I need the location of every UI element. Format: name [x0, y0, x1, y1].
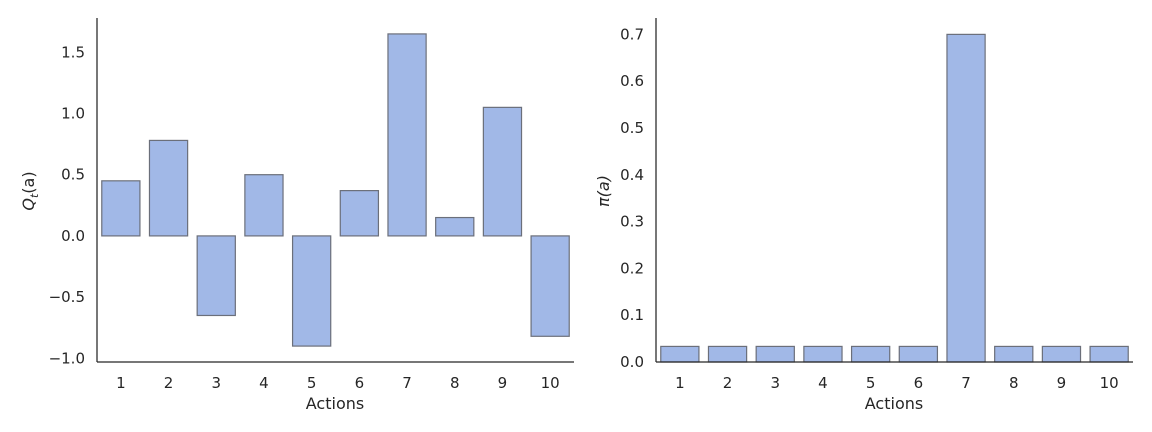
policy-y-tick-label: 0.3 [620, 213, 644, 231]
q-values-x-tick-label-8: 8 [450, 374, 460, 392]
policy-chart: 0.0 0.1 0.2 0.3 0.4 0.5 0.6 0.7 1 2 3 4 5 6 7 8 9 10 Act… [594, 18, 1133, 413]
q-values-bar-9 [482, 106, 523, 237]
q-values-y-tick-label: 0.5 [61, 166, 85, 184]
policy-x-axis-title: Actions [865, 394, 923, 413]
policy-x-ticks: 1 2 3 4 5 6 7 8 9 10 [675, 374, 1119, 392]
policy-x-tick-label-6: 6 [914, 374, 924, 392]
policy-x-tick-label-9: 9 [1057, 374, 1067, 392]
q-values-bars [101, 33, 570, 347]
policy-bar-6 [898, 345, 939, 363]
policy-bar-10 [1089, 345, 1129, 363]
policy-y-tick-label: 0.1 [620, 306, 644, 324]
policy-bar-8 [994, 345, 1034, 363]
q-values-y-ticks: −1.0 −0.5 0.0 0.5 1.0 1.5 [49, 43, 85, 367]
q-values-x-tick-label-2: 2 [164, 374, 174, 392]
q-values-bar-6 [339, 190, 380, 237]
q-values-y-axis-title-subscript: t [28, 193, 41, 198]
q-values-x-tick-label-10: 10 [541, 374, 560, 392]
policy-x-tick-label-7: 7 [961, 374, 971, 392]
policy-y-tick-label: 0.6 [620, 72, 644, 90]
policy-y-ticks: 0.0 0.1 0.2 0.3 0.4 0.5 0.6 0.7 [620, 25, 644, 371]
policy-bar-3 [755, 345, 795, 363]
policy-bar-2 [707, 345, 748, 363]
q-values-bar-5 [291, 235, 332, 347]
q-values-x-ticks: 1 2 3 4 5 6 7 8 9 10 [116, 374, 560, 392]
policy-y-tick-label: 0.2 [620, 259, 644, 277]
policy-y-tick-label: 0.7 [620, 25, 644, 43]
policy-x-tick-label-5: 5 [866, 374, 876, 392]
q-values-x-tick-label-5: 5 [307, 374, 317, 392]
q-values-y-tick-label: −1.0 [49, 349, 85, 367]
q-values-y-axis-title: Qt(a) [19, 171, 41, 210]
policy-y-tick-label: 0.0 [620, 353, 644, 371]
policy-bar-4 [803, 345, 843, 363]
q-values-x-tick-label-3: 3 [211, 374, 221, 392]
policy-bar-9 [1041, 345, 1082, 363]
q-values-x-tick-label-4: 4 [259, 374, 269, 392]
q-values-x-tick-label-6: 6 [355, 374, 365, 392]
q-values-y-tick-label: 1.5 [61, 43, 85, 61]
policy-x-tick-label-3: 3 [770, 374, 780, 392]
policy-bar-5 [850, 345, 891, 363]
q-values-y-tick-label: 1.0 [61, 104, 85, 122]
q-values-x-tick-label-9: 9 [498, 374, 508, 392]
q-values-x-axis-title: Actions [306, 394, 364, 413]
q-values-y-axis-title-symbol: Q [19, 198, 38, 211]
q-values-bar-10 [530, 235, 570, 337]
q-values-y-tick-label: −0.5 [49, 288, 85, 306]
policy-bar-1 [660, 345, 700, 363]
policy-y-tick-label: 0.5 [620, 119, 644, 137]
policy-x-tick-label-1: 1 [675, 374, 685, 392]
q-values-x-tick-label-1: 1 [116, 374, 126, 392]
q-values-bar-8 [435, 216, 475, 237]
q-values-bar-7 [387, 33, 427, 237]
q-values-chart: −1.0 −0.5 0.0 0.5 1.0 1.5 1 2 3 4 5 6 7 8 9 10 Actions… [19, 18, 574, 413]
q-values-bar-4 [244, 174, 284, 237]
policy-x-tick-label-10: 10 [1100, 374, 1119, 392]
policy-y-axis-title: π(a) [594, 175, 613, 207]
q-values-bar-1 [101, 180, 141, 237]
q-values-y-tick-label: 0.0 [61, 227, 85, 245]
policy-y-tick-label: 0.4 [620, 166, 644, 184]
policy-x-tick-label-2: 2 [723, 374, 733, 392]
q-values-x-tick-label-7: 7 [402, 374, 412, 392]
policy-bar-7 [946, 33, 986, 363]
policy-bars [660, 33, 1129, 363]
policy-x-tick-label-8: 8 [1009, 374, 1019, 392]
q-values-bar-3 [196, 235, 236, 317]
policy-x-tick-label-4: 4 [818, 374, 828, 392]
q-values-y-axis-title-arg: (a) [19, 171, 38, 193]
q-values-bar-2 [148, 139, 189, 237]
